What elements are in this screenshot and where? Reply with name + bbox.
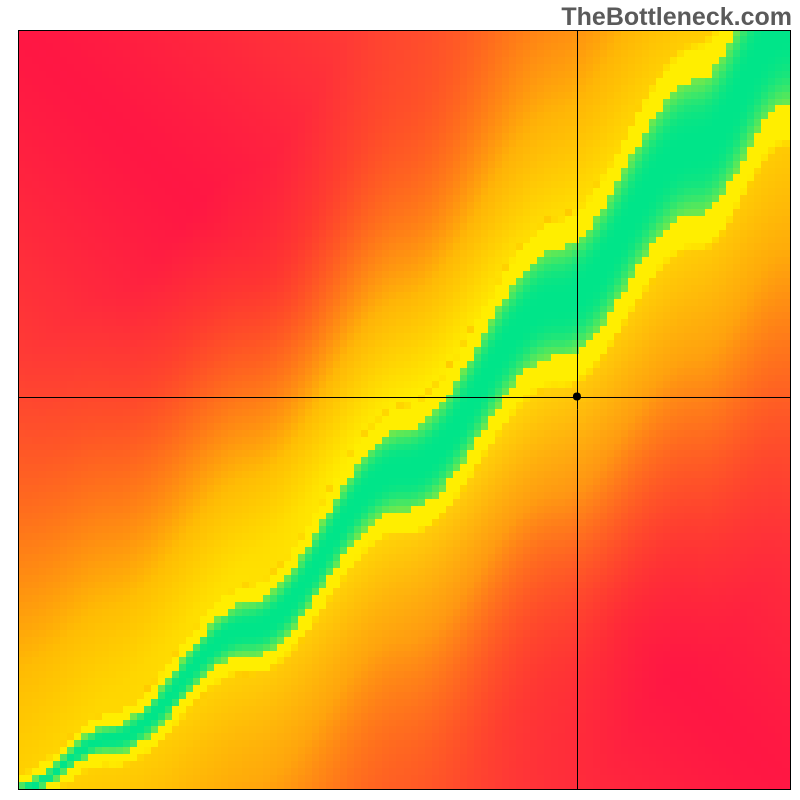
chart-container: TheBottleneck.com xyxy=(0,0,800,800)
bottleneck-heatmap xyxy=(0,0,800,800)
attribution-text: TheBottleneck.com xyxy=(561,3,792,32)
